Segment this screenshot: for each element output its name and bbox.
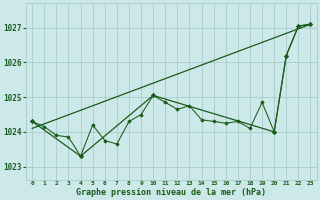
X-axis label: Graphe pression niveau de la mer (hPa): Graphe pression niveau de la mer (hPa) [76, 188, 266, 197]
